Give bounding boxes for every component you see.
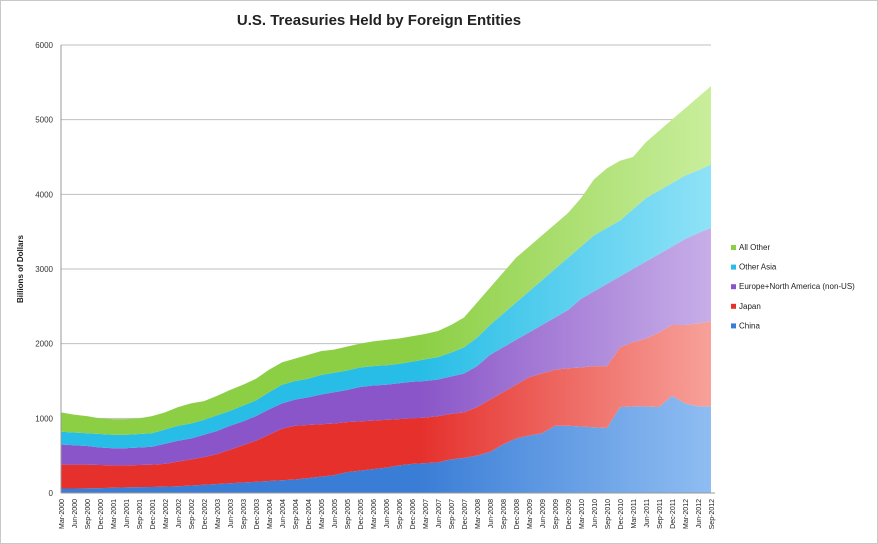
x-tick-label: Dec-2002 — [202, 499, 209, 529]
x-tick-label: Jun-2012 — [696, 499, 703, 528]
x-tick-label: Sep-2005 — [345, 499, 352, 529]
x-tick-label: Mar-2008 — [475, 499, 482, 529]
x-tick-label: Dec-2009 — [566, 499, 573, 529]
x-tick-label: Sep-2009 — [553, 499, 560, 529]
x-tick-label: Mar-2007 — [423, 499, 430, 529]
area-japan — [61, 321, 711, 489]
legend-label: Japan — [739, 302, 761, 311]
x-tick-label: Dec-2008 — [514, 499, 521, 529]
area-china — [61, 395, 711, 493]
y-tick-label: 0 — [49, 489, 54, 498]
legend-item: Europe+North America (non-US) — [731, 282, 855, 291]
x-tick-label: Mar-2010 — [579, 499, 586, 529]
legend-item: Japan — [731, 302, 761, 311]
legend: All Other Other Asia Europe+North America … — [731, 243, 855, 330]
legend-swatch — [731, 264, 736, 270]
x-tick-label: Mar-2012 — [683, 499, 690, 529]
legend-item: Other Asia — [731, 263, 777, 272]
x-tick-label: Dec-2010 — [618, 499, 625, 529]
x-tick-label: Mar-2005 — [319, 499, 326, 529]
x-tick-label: Sep-2000 — [85, 499, 92, 529]
legend-label: China — [739, 321, 760, 330]
x-tick-label: Jun-2007 — [436, 499, 443, 528]
x-tick-label: Sep-2002 — [189, 499, 196, 529]
x-tick-label: Jun-2005 — [332, 499, 339, 528]
x-tick-label: Sep-2004 — [293, 499, 300, 529]
x-tick-label: Sep-2010 — [605, 499, 612, 529]
legend-item: China — [731, 321, 760, 330]
x-tick-label: Mar-2006 — [371, 499, 378, 529]
x-tick-label: Jun-2006 — [384, 499, 391, 528]
legend-swatch — [731, 284, 736, 290]
x-tick-label: Sep-2008 — [501, 499, 508, 529]
x-tick-label: Dec-2007 — [462, 499, 469, 529]
y-tick-label: 6000 — [35, 41, 53, 50]
x-tick-label: Dec-2005 — [358, 499, 365, 529]
x-tick-label: Sep-2011 — [657, 499, 664, 529]
x-tick-label: Jun-2009 — [540, 499, 547, 528]
x-tick-label: Mar-2001 — [111, 499, 118, 529]
x-tick-label: Mar-2002 — [163, 499, 170, 529]
area-all-other — [61, 86, 711, 435]
x-tick-label: Jun-2008 — [488, 499, 495, 528]
legend-swatch — [731, 303, 736, 309]
x-tick-label: Mar-2000 — [59, 499, 66, 529]
x-tick-label: Jun-2010 — [592, 499, 599, 528]
chart-title: U.S. Treasuries Held by Foreign Entities — [237, 12, 521, 29]
x-tick-label: Mar-2004 — [267, 499, 274, 529]
x-tick-label: Dec-2006 — [410, 499, 417, 529]
x-tick-label: Dec-2001 — [150, 499, 157, 529]
x-tick-label: Sep-2007 — [449, 499, 456, 529]
y-tick-label: 5000 — [35, 116, 53, 125]
x-tick-label: Dec-2000 — [98, 499, 105, 529]
y-tick-label: 4000 — [35, 190, 53, 199]
x-tick-label: Dec-2003 — [254, 499, 261, 529]
legend-label: All Other — [739, 243, 770, 252]
x-tick-label: Sep-2003 — [241, 499, 248, 529]
x-tick-label: Jun-2002 — [176, 499, 183, 528]
legend-label: Other Asia — [739, 263, 777, 272]
legend-item: All Other — [731, 243, 770, 252]
y-tick-label: 2000 — [35, 340, 53, 349]
x-tick-label: Sep-2006 — [397, 499, 404, 529]
legend-label: Europe+North America (non-US) — [739, 282, 855, 291]
x-tick-label: Dec-2011 — [670, 499, 677, 529]
area-europe-north-america-non-us — [61, 227, 711, 466]
x-tick-label: Mar-2003 — [215, 499, 222, 529]
x-tick-label: Jun-2001 — [124, 499, 131, 528]
x-tick-label: Sep-2001 — [137, 499, 144, 529]
x-tick-label: Mar-2011 — [631, 499, 638, 529]
x-tick-label: Jun-2000 — [72, 499, 79, 528]
x-tick-label: Jun-2004 — [280, 499, 287, 528]
x-tick-label: Sep-2012 — [709, 499, 716, 529]
x-tick-label: Dec-2004 — [306, 499, 313, 529]
areas — [61, 86, 711, 493]
x-tick-label: Jun-2011 — [644, 499, 651, 528]
x-tick-label: Mar-2009 — [527, 499, 534, 529]
axes: 0 1000 2000 3000 4000 5000 6000 Mar-2000 Jun-200… — [35, 41, 716, 529]
legend-swatch — [731, 245, 736, 250]
y-tick-label: 3000 — [35, 265, 53, 274]
x-tick-label: Jun-2003 — [228, 499, 235, 528]
y-axis-label: Billions of Dollars — [16, 234, 25, 303]
y-tick-label: 1000 — [35, 414, 53, 423]
legend-swatch — [731, 323, 736, 329]
